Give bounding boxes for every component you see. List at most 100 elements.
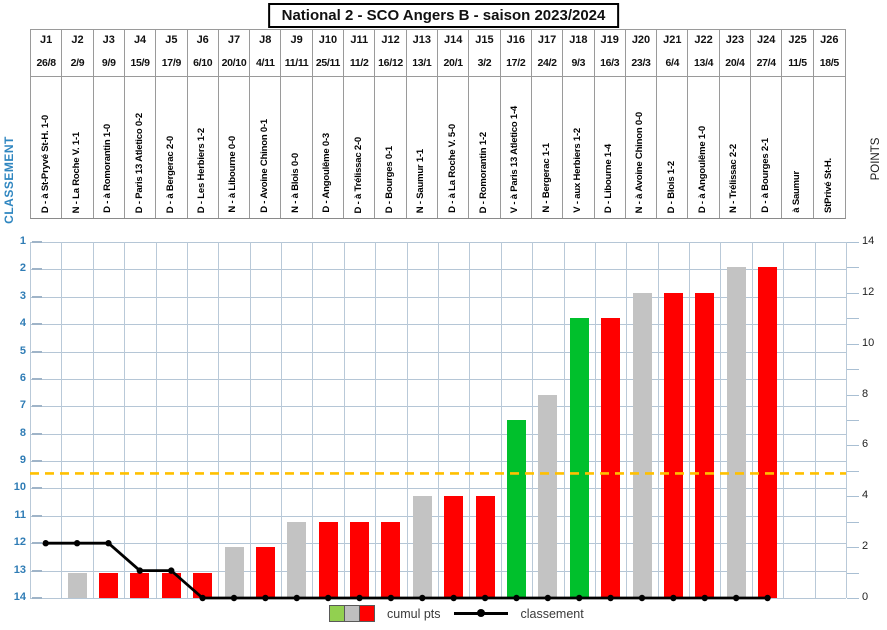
match-result-label: V - aux Herbiers 1-2	[563, 77, 595, 218]
matchday-date-row: 26/8 2/9 9/9 15/9 17/9 6/10 20/10 4/11 11/11 25/1…	[31, 53, 845, 76]
classement-point	[450, 594, 457, 602]
right-axis-tick	[847, 343, 859, 345]
left-axis-tick	[32, 432, 42, 435]
matchday-number: J16	[501, 30, 532, 53]
right-axis-tick	[847, 547, 859, 549]
left-axis-tick-label: 7	[19, 399, 26, 412]
classement-point	[105, 540, 112, 547]
gridline-vertical	[783, 242, 784, 598]
gridline-vertical	[124, 242, 125, 598]
classement-point	[356, 594, 363, 602]
gridline-vertical	[30, 242, 31, 598]
matchday-date: 6/4	[657, 53, 689, 76]
cumul-pts-bar-j16	[506, 420, 526, 598]
matchday-number: J18	[563, 30, 595, 53]
plot-area	[30, 242, 847, 602]
left-axis-tick-label: 4	[19, 317, 26, 330]
gridline-vertical	[689, 242, 690, 598]
right-axis-tick-label: 4	[862, 489, 869, 502]
left-axis-tick	[32, 597, 42, 599]
matchday-date: 4/11	[250, 53, 282, 76]
matchday-number: J13	[407, 30, 438, 53]
cumul-pts-bar-j14	[444, 496, 464, 598]
gridline-vertical	[752, 242, 753, 598]
matchday-date: 27/4	[751, 53, 783, 76]
matchday-date: 2/9	[62, 53, 94, 76]
gridline-vertical	[658, 242, 659, 598]
right-axis-tick	[847, 394, 859, 396]
match-result-label: N - à Libourne 0-0	[219, 77, 251, 218]
right-axis-tick-label: 14	[862, 235, 875, 247]
cumul-pts-bar-j24	[758, 267, 778, 598]
match-result-label: D - Romorantin 1-2	[469, 77, 501, 218]
gridline-vertical	[501, 242, 502, 598]
matchday-number: J4	[125, 30, 157, 53]
match-result-label: N - à Avoine Chinon 0-0	[626, 77, 658, 218]
matchday-number: J11	[344, 30, 376, 53]
gridline-vertical	[438, 242, 439, 598]
match-result-label: N - Bergerac 1-1	[532, 77, 564, 218]
left-axis-tick	[32, 514, 42, 517]
classement-point	[481, 594, 489, 602]
matchday-number: J23	[720, 30, 752, 53]
match-result-label: N - La Roche V. 1-1	[62, 77, 94, 218]
right-axis-tick-label: 12	[862, 285, 875, 298]
right-axis-tick	[847, 470, 859, 472]
cumul-pts-bar-j3	[98, 572, 118, 598]
right-axis-tick-label: 2	[862, 540, 869, 553]
left-axis-tick	[32, 487, 42, 490]
left-axis-tick-label: 8	[19, 426, 26, 439]
matchday-date: 9/9	[94, 53, 125, 76]
cumul-pts-bar-j11	[350, 521, 370, 598]
legend-line-marker	[453, 605, 508, 622]
matchday-date: 16/12	[375, 53, 407, 76]
classement-point	[199, 594, 206, 602]
matchday-date: 20/10	[219, 53, 251, 76]
right-axis-tick	[847, 572, 859, 574]
cumul-pts-bar-j13	[412, 496, 432, 598]
cumul-pts-bar-j20	[632, 292, 652, 598]
cumul-pts-bar-j18	[569, 318, 589, 598]
matchday-number: J19	[595, 30, 626, 53]
gridline-vertical	[407, 242, 408, 598]
cumul-pts-bar-j10	[318, 521, 338, 598]
matchday-header-table: J1 J2 J3 J4 J5 J6 J7 J8 J9 J10 J11 J12 J13 J14 J15 J16 J…	[30, 29, 846, 219]
right-axis-tick	[847, 369, 859, 371]
gridline-vertical	[846, 242, 847, 598]
right-axis-tick	[847, 445, 859, 447]
cumul-pts-bar-j23	[726, 267, 746, 598]
matchday-number-row: J1 J2 J3 J4 J5 J6 J7 J8 J9 J10 J11 J12 J13 J14 J15 J16 J…	[31, 30, 845, 53]
classement-point	[544, 594, 552, 602]
right-axis-tick-label: 8	[862, 387, 869, 400]
left-axis-tick	[32, 350, 42, 353]
gridline-vertical	[218, 242, 219, 598]
legend-win-swatch	[329, 605, 345, 622]
left-axis-tick-label: 5	[19, 344, 26, 357]
cumul-pts-bar-j12	[381, 521, 401, 598]
left-axis-tick	[32, 323, 42, 326]
right-axis-tick	[847, 292, 859, 294]
left-axis-tick-label: 3	[19, 289, 26, 302]
matchday-date: 17/9	[156, 53, 188, 76]
classement-point	[324, 594, 332, 602]
left-axis-tick	[32, 295, 42, 298]
cumul-pts-bar-j5	[161, 572, 181, 598]
matchday-number: J6	[188, 30, 219, 53]
matchday-number: J12	[375, 30, 407, 53]
match-result-label: D - à La Roche V. 5-0	[438, 77, 470, 218]
legend-bar-label: cumul pts	[387, 606, 441, 621]
classement-point	[42, 540, 49, 547]
classement-point	[732, 594, 740, 602]
legend-draw-swatch	[344, 605, 360, 622]
cumul-pts-bar-j8	[255, 547, 275, 598]
matchday-date: 17/2	[501, 53, 532, 76]
matchday-number: J3	[94, 30, 125, 53]
match-result-label: D - à Romorantin 1-0	[94, 77, 125, 218]
right-axis-tick	[847, 521, 859, 523]
match-result-label: D - à Bourges 2-1	[751, 77, 783, 218]
match-result-label: D - à St-Pryvé St-H. 1-0	[31, 77, 63, 218]
matchday-number: J22	[688, 30, 720, 53]
matchday-date: 18/5	[819, 57, 840, 69]
match-result-label: D - Blois 1-2	[657, 77, 689, 218]
match-result-label: N - à Blois 0-0	[281, 77, 313, 218]
